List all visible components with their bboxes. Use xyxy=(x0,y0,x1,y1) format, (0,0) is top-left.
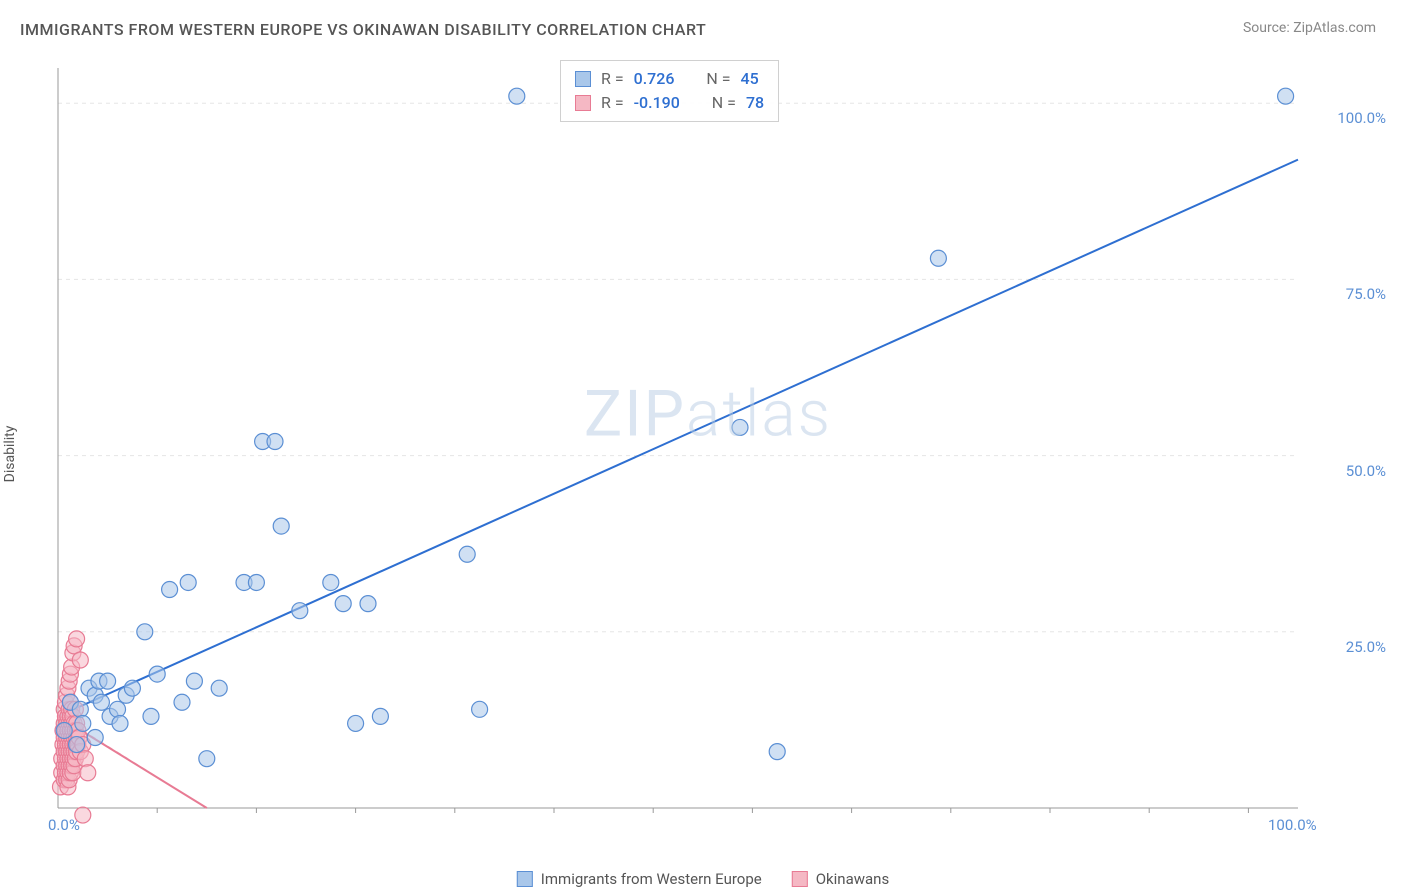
page-title: IMMIGRANTS FROM WESTERN EUROPE VS OKINAW… xyxy=(20,20,706,39)
x-tick-label: 100.0% xyxy=(1268,816,1317,834)
y-tick-label: 100.0% xyxy=(1337,109,1386,127)
legend-series-label: Immigrants from Western Europe xyxy=(541,870,762,888)
legend-swatch xyxy=(575,71,591,87)
legend-swatch xyxy=(575,95,591,111)
legend-series-label: Okinawans xyxy=(816,870,889,888)
y-tick-label: 50.0% xyxy=(1346,462,1386,480)
legend-stat-row: R = 0.726 N = 45 xyxy=(575,67,764,91)
legend-stat-row: R = -0.190 N = 78 xyxy=(575,91,764,115)
y-tick-label: 75.0% xyxy=(1346,285,1386,303)
legend-swatch xyxy=(517,871,533,887)
legend-swatch xyxy=(792,871,808,887)
scatter-chart: ZIPatlas xyxy=(48,58,1368,848)
bottom-legend: Immigrants from Western Europe Okinawans xyxy=(517,870,889,888)
bottom-legend-item: Okinawans xyxy=(792,870,889,888)
legend-stats-box: R = 0.726 N = 45R = -0.190 N = 78 xyxy=(560,60,779,122)
y-tick-label: 25.0% xyxy=(1346,638,1386,656)
source-attribution: Source: ZipAtlas.com xyxy=(1243,20,1376,36)
bottom-legend-item: Immigrants from Western Europe xyxy=(517,870,762,888)
y-axis-label: Disability xyxy=(2,426,18,483)
x-tick-label: 0.0% xyxy=(48,816,80,834)
